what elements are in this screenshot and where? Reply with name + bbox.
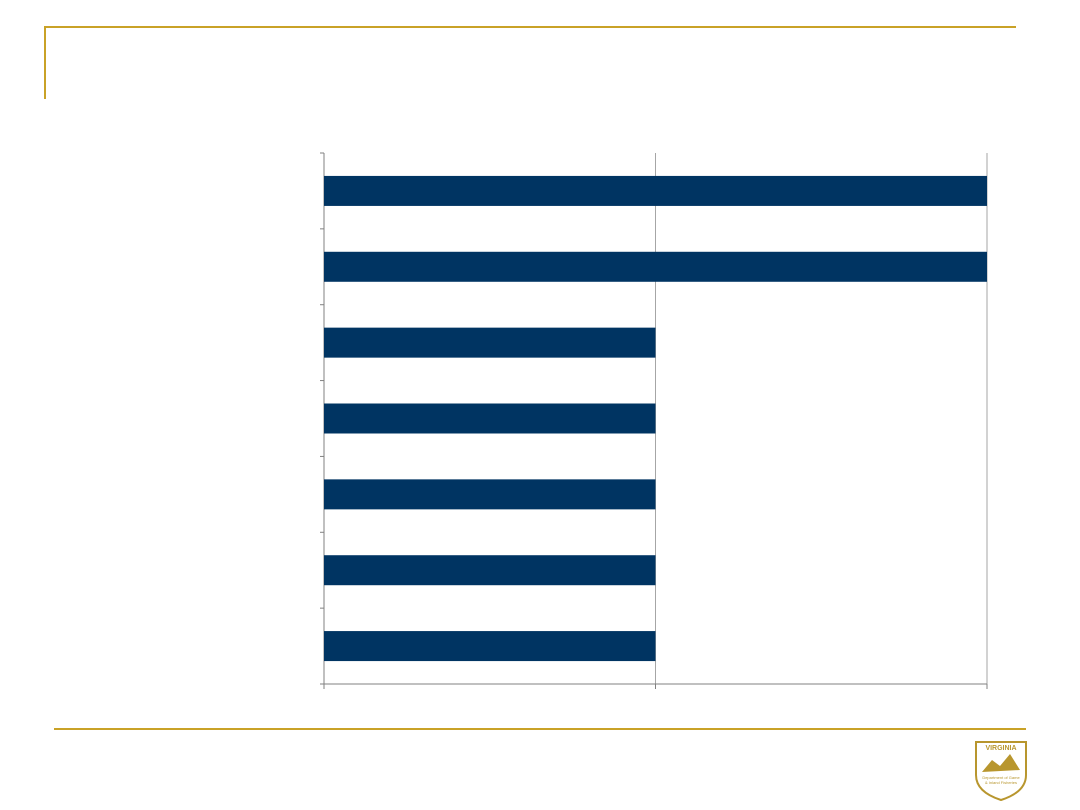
bar [324, 479, 656, 510]
bar [324, 631, 656, 662]
bar [324, 175, 987, 206]
bar [324, 403, 656, 434]
logo-line: Department of Game [982, 775, 1020, 780]
chart [320, 152, 988, 689]
bar [324, 327, 656, 358]
logo-title: VIRGINIA [985, 745, 1016, 752]
logo-line: & Inland Fisheries [985, 780, 1017, 785]
bar [324, 555, 656, 586]
logo-mountains [982, 754, 1020, 772]
bar [324, 251, 987, 282]
logo: VIRGINIA Department of Game & Inland Fis… [975, 741, 1027, 802]
